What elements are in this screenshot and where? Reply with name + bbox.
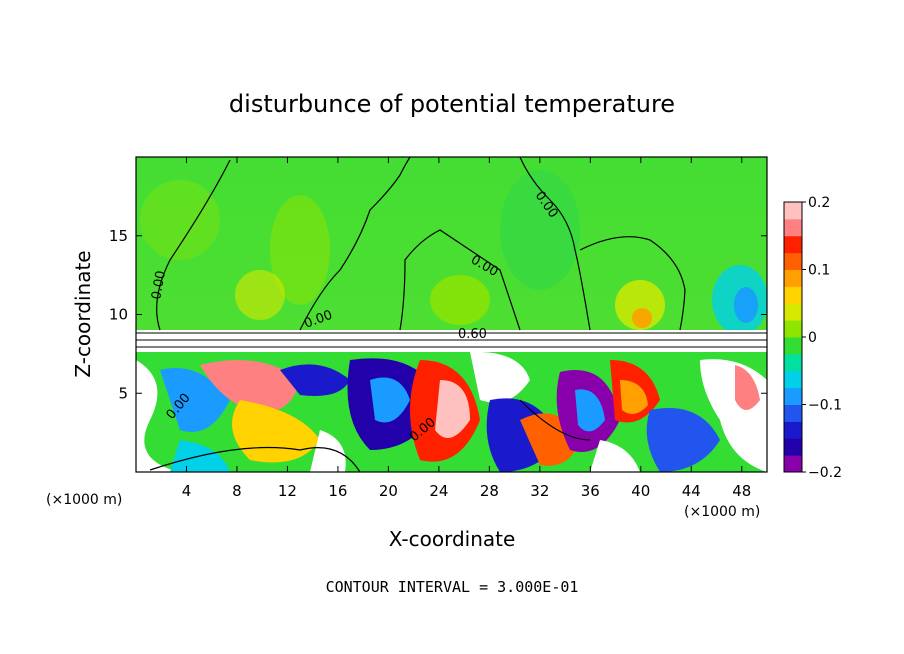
chart-title: disturbunce of potential temperature (229, 90, 675, 118)
colorbar-swatch (784, 353, 802, 372)
y-tick-label: 5 (118, 384, 128, 402)
x-tick-label: 40 (631, 482, 650, 500)
x-tick-label: 24 (429, 482, 448, 500)
x-tick-label: 20 (379, 482, 398, 500)
contour-interval: CONTOUR INTERVAL = 3.000E-01 (326, 578, 579, 596)
colorbar-swatch (784, 337, 802, 355)
x-tick-label: 36 (581, 482, 600, 500)
x-tick-label: 12 (278, 482, 297, 500)
x-tick-label: 48 (732, 482, 751, 500)
colorbar: 0.2 0.1 0 −0.1 −0.2 (783, 195, 842, 481)
x-tick-label: 28 (480, 482, 499, 500)
colorbar-swatch (784, 404, 802, 422)
x-tick-label: 4 (182, 482, 192, 500)
colorbar-tick-label: 0.1 (808, 263, 830, 279)
colorbar-swatch (784, 455, 802, 473)
colorbar-swatch (784, 421, 802, 439)
colorbar-tick-label: 0.2 (808, 195, 830, 211)
colorbar-swatch (784, 370, 802, 389)
x-tick-label: 16 (328, 482, 347, 500)
colorbar-tick-label: −0.1 (808, 398, 842, 414)
heatmap-field (136, 157, 767, 472)
x-tick-label: 44 (682, 482, 701, 500)
y-axis: 5 10 15 (109, 227, 767, 402)
x-unit-left: (×1000 m) (46, 492, 122, 508)
x-axis-label: X-coordinate (389, 527, 516, 551)
contour-label: 0.60 (458, 327, 487, 342)
colorbar-swatch (784, 438, 802, 456)
colorbar-swatch (784, 218, 802, 237)
colorbar-swatch (784, 252, 802, 270)
colorbar-tick-label: −0.2 (808, 465, 842, 481)
colorbar-swatch (784, 235, 802, 254)
x-axis: 4 8 12 16 20 24 28 32 36 40 44 48 (182, 157, 751, 500)
x-unit-right: (×1000 m) (684, 504, 760, 520)
colorbar-swatch (784, 286, 802, 304)
colorbar-swatch (784, 269, 802, 287)
lower-patches (136, 351, 767, 472)
y-tick-label: 10 (109, 306, 128, 324)
x-tick-label: 8 (232, 482, 242, 500)
colorbar-tick-label: 0 (808, 330, 817, 346)
y-axis-label: Z-coordinate (71, 250, 95, 377)
contour-label: 0.00 (149, 270, 169, 301)
colorbar-swatch (784, 387, 802, 405)
colorbar-swatch (784, 320, 802, 338)
contour-lines (149, 157, 686, 472)
colorbar-swatch (784, 202, 802, 220)
colorbar-swatch (784, 303, 802, 321)
y-tick-label: 15 (109, 227, 128, 245)
x-tick-label: 32 (530, 482, 549, 500)
